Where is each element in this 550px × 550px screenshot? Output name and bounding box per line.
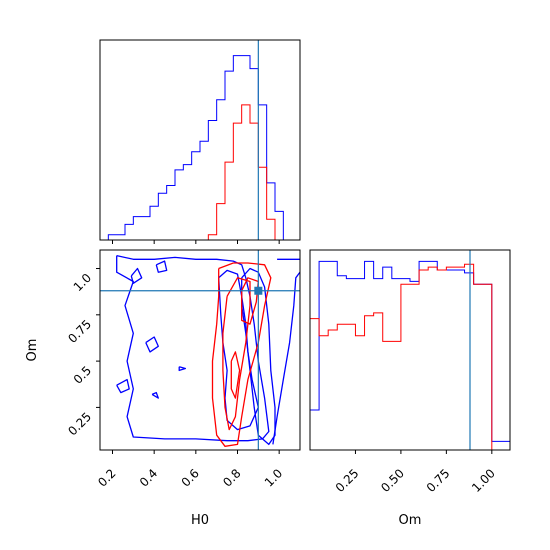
contour-blue-10 [272,271,300,445]
om-hist-red [309,263,510,451]
truth-point-0 [254,286,263,295]
contour-red-0 [211,262,272,447]
x-axis-label-om: Om [399,513,422,528]
scatter-xtick-label-3: 0.8 [220,466,243,489]
contour-red-1 [222,277,251,431]
scatter-ytick-label-0: 0.25 [65,410,94,439]
scatter-ytick-label-2: 0.75 [65,317,94,346]
om-hist-frame [309,249,511,451]
om-hist-xtick-label-3: 1.00 [469,466,498,495]
y-axis-label-om: Om [25,339,40,362]
scatter-ytick-label-1: 0.5 [71,363,94,386]
contour-blue-5 [178,366,187,372]
contour-blue-8 [155,260,168,273]
contour-blue-2 [241,267,276,446]
x-axis-label-h0: H0 [191,513,209,528]
h0-hist-red [100,104,300,241]
om-hist-xtick-label-1: 0.50 [378,466,407,495]
om-hist-blue [309,260,511,450]
scatter-xtick-label-1: 0.4 [137,466,160,489]
contour-blue-6 [151,391,159,399]
contour-blue-4 [116,378,130,394]
h0-hist-frame [99,39,301,241]
scatter-ytick-label-3: 1.0 [71,271,94,294]
scatter-xtick-label-0: 0.2 [95,466,118,489]
contour-red-2 [241,277,259,325]
om-hist-xtick-label-0: 0.25 [333,466,362,495]
contour-blue-0 [116,254,270,442]
contour-blue-1 [218,269,259,431]
contour-red-3 [230,351,241,399]
h0-hist-blue [100,55,300,241]
scatter-xtick-label-4: 1.0 [262,466,285,489]
scatter-frame [99,249,301,451]
om-hist-xtick-label-2: 0.75 [424,466,453,495]
contour-blue-7 [130,267,143,284]
scatter-xtick-label-2: 0.6 [179,466,202,489]
contour-blue-3 [145,336,159,353]
